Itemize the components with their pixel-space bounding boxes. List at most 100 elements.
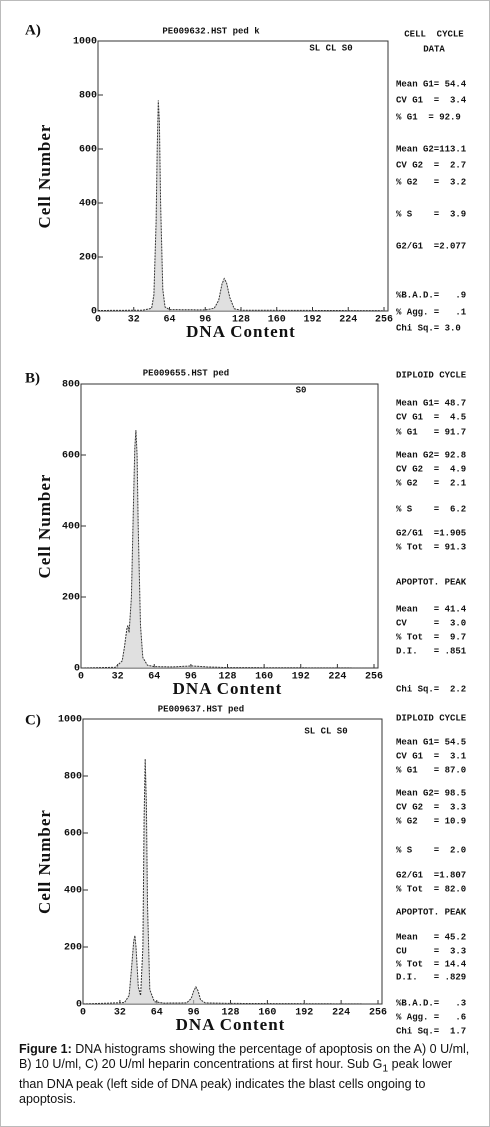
x-axis-label: DNA Content [176,1015,286,1034]
x-tick-label: 64 [148,672,160,683]
y-tick-label: 800 [62,380,80,391]
caption-text: DNA histograms showing the percentage of… [19,1042,470,1071]
stat-line: Chi Sq.= 1.7 [396,1026,466,1036]
x-tick-label: 64 [163,315,175,326]
x-tick-label: 192 [292,672,310,683]
y-tick-label: 600 [79,145,97,156]
stat-line: CU = 3.3 [396,946,466,956]
caption-subscript: 1 [382,1063,389,1075]
stat-line: %B.A.D.= .9 [396,290,466,300]
histogram-area [83,758,378,1004]
plot-frame [82,718,383,1005]
stat-line: CV G2 = 4.9 [396,464,466,474]
stat-line: APOPTOT. PEAK [396,577,467,587]
gate-tag: SL CL S0 [304,726,347,736]
stat-line: DIPLOID CYCLE [396,713,467,723]
x-tick-label: 256 [369,1008,387,1019]
stat-line: %B.A.D.= .3 [396,998,466,1008]
y-tick-label: 400 [62,522,80,533]
histogram-line [80,430,375,669]
stat-line: CV G2 = 3.3 [396,802,466,812]
x-tick-label: 256 [375,315,393,326]
stat-line: % Tot = 91.3 [396,542,466,552]
x-tick-label: 64 [151,1008,163,1019]
x-tick-label: 192 [303,315,321,326]
stat-line: % Tot = 14.4 [396,959,467,969]
stat-line: D.I. = .829 [396,972,466,982]
stat-line: Mean = 41.4 [396,604,467,614]
caption-text: peak lower than DNA peak (left side of D… [19,1057,453,1106]
panel-label: A) [25,22,41,38]
x-tick-label: 224 [328,672,346,683]
x-tick-label: 32 [114,1008,126,1019]
y-tick-label: 400 [79,199,97,210]
x-tick-label: 96 [185,672,197,683]
x-tick-label: 224 [332,1008,350,1019]
caption-label: Figure 1: [19,1042,72,1056]
stat-line: % Agg. = .1 [396,307,467,317]
stat-line: Mean G1= 54.4 [396,79,467,89]
plot-frame [97,40,389,312]
stat-line: CV G1 = 4.5 [396,412,466,422]
gate-tag: S0 [296,385,307,395]
x-axis-label: DNA Content [186,322,296,341]
x-tick-label: 128 [218,672,236,683]
plot-frame [80,383,379,669]
stat-line: Mean G2= 92.8 [396,450,466,460]
y-tick-label: 1000 [73,37,97,48]
x-tick-label: 160 [258,1008,276,1019]
stat-line: APOPTOT. PEAK [396,907,467,917]
y-tick-label: 800 [64,772,82,783]
stat-line: Mean = 45.2 [396,932,466,942]
x-tick-label: 256 [365,672,383,683]
stat-line: Mean G2= 98.5 [396,788,466,798]
y-tick-label: 400 [64,886,82,897]
y-tick-label: 0 [91,307,97,318]
stat-line: G2/G1 =1.905 [396,528,466,538]
y-tick-label: 200 [79,253,97,264]
histogram-area [98,100,384,312]
stat-line: % G1 = 91.7 [396,427,466,437]
y-tick-label: 200 [62,593,80,604]
stat-line: G2/G1 =2.077 [396,241,466,251]
stat-line: D.I. = .851 [396,646,467,656]
y-tick-label: 1000 [58,715,82,726]
stat-line: CV G2 = 2.7 [396,160,466,170]
stat-line: Mean G1= 54.5 [396,737,466,747]
x-tick-label: 32 [112,672,124,683]
x-tick-label: 128 [232,315,250,326]
x-tick-label: 96 [199,315,211,326]
x-tick-label: 128 [221,1008,239,1019]
gate-tag: SL CL S0 [309,43,352,53]
stat-line: % Agg. = .6 [396,1012,466,1022]
stat-line: DATA [423,44,445,54]
stat-line: % Tot = 9.7 [396,632,466,642]
file-title: PE009637.HST ped [158,704,244,714]
x-tick-label: 0 [78,672,84,683]
stat-line: CV G1 = 3.4 [396,95,467,105]
stat-line: % Tot = 82.0 [396,884,466,894]
y-tick-label: 0 [74,664,80,675]
y-tick-label: 800 [79,91,97,102]
stat-line: Mean G1= 48.7 [396,398,466,408]
stat-line: % G1 = 92.9 [396,112,461,122]
x-tick-label: 160 [255,672,273,683]
stat-line: CV G1 = 3.1 [396,751,467,761]
stat-line: Mean G2=113.1 [396,144,467,154]
x-tick-label: 32 [128,315,140,326]
x-tick-label: 0 [80,1008,86,1019]
caption: Figure 1: DNA histograms showing the per… [19,1042,477,1107]
y-axis-label: Cell Number [35,474,54,579]
stat-line: G2/G1 =1.807 [396,870,466,880]
panel-label: B) [25,370,40,386]
stat-line: % S = 2.0 [396,845,466,855]
file-title: PE009632.HST ped k [162,26,260,36]
stat-line: % S = 6.2 [396,504,466,514]
x-tick-label: 0 [95,315,101,326]
stat-line: Chi Sq.= 2.2 [396,684,466,694]
stat-line: DIPLOID CYCLE [396,370,467,380]
histogram-area [81,430,374,668]
stat-line: CV = 3.0 [396,618,466,628]
stat-line: % G2 = 3.2 [396,177,466,187]
file-title: PE009655.HST ped [143,368,229,378]
